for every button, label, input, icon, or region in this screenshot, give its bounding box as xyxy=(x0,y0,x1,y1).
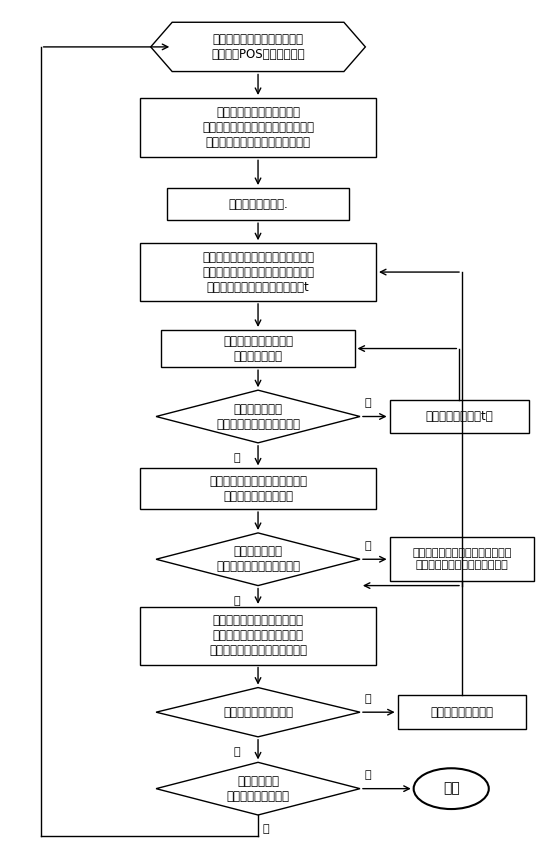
Bar xyxy=(167,188,349,220)
Text: 插入缺失集簇，直到集簇总体数目
等于乘客可上车的公交站点数目: 插入缺失集簇，直到集簇总体数目 等于乘客可上车的公交站点数目 xyxy=(413,549,511,570)
Text: 仍有未处理的调度信息: 仍有未处理的调度信息 xyxy=(223,706,293,719)
Bar xyxy=(162,329,354,368)
Text: 是: 是 xyxy=(364,541,371,551)
Bar xyxy=(140,468,376,509)
Text: 取出一组公交卡刷卡记录，
按照刷卡时间先后顺序，并提取与之
匹配的公交线路信息及调度信息。: 取出一组公交卡刷卡记录， 按照刷卡时间先后顺序，并提取与之 匹配的公交线路信息及… xyxy=(202,106,314,149)
Text: 是: 是 xyxy=(364,694,371,704)
Bar xyxy=(140,243,376,301)
Text: 对公交卡刷卡记录按照公交线
路代码及POS机号进行分组: 对公交卡刷卡记录按照公交线 路代码及POS机号进行分组 xyxy=(211,33,305,61)
Text: 在乘客刷卡记录信息的当前分组中，
提取与所考察的调度信息匹配的乘客
刷卡记录。初始化时间间隔参数t: 在乘客刷卡记录信息的当前分组中， 提取与所考察的调度信息匹配的乘客 刷卡记录。初… xyxy=(202,251,314,294)
Text: 从刷卡记录中发现时间
分布密集的集簇: 从刷卡记录中发现时间 分布密集的集簇 xyxy=(223,335,293,362)
Polygon shape xyxy=(156,390,360,443)
Text: 集簇的数目多于
乘客可上车的公交站点数目: 集簇的数目多于 乘客可上车的公交站点数目 xyxy=(216,402,300,431)
Text: 否: 否 xyxy=(233,596,240,606)
Text: 是: 是 xyxy=(263,824,269,833)
Text: 仍有未处理的
公交卡刷卡记录分组: 仍有未处理的 公交卡刷卡记录分组 xyxy=(226,774,290,803)
Text: 结束: 结束 xyxy=(443,782,459,796)
Text: 否: 否 xyxy=(233,453,240,463)
Bar xyxy=(397,695,527,729)
Text: 否: 否 xyxy=(233,747,240,757)
Text: 取得首条调度信息.: 取得首条调度信息. xyxy=(228,198,288,211)
Text: 集簇的数目少于
乘客可上车的公交站点数目: 集簇的数目少于 乘客可上车的公交站点数目 xyxy=(216,545,300,573)
Text: 取得下一条调度信息: 取得下一条调度信息 xyxy=(430,706,494,719)
Bar xyxy=(140,607,376,665)
Bar xyxy=(390,400,529,434)
Text: 将所发现的集簇与所考察公交线
路对应的站点按序匹配: 将所发现的集簇与所考察公交线 路对应的站点按序匹配 xyxy=(209,475,307,503)
Bar xyxy=(390,538,534,582)
Text: 是: 是 xyxy=(364,398,371,407)
Polygon shape xyxy=(156,688,360,737)
Polygon shape xyxy=(156,533,360,585)
Bar xyxy=(140,98,376,158)
Polygon shape xyxy=(151,23,366,72)
Text: 增加时间间隔参数t值: 增加时间间隔参数t值 xyxy=(425,410,493,423)
Ellipse shape xyxy=(414,768,489,809)
Text: 否: 否 xyxy=(364,770,371,780)
Polygon shape xyxy=(156,762,360,815)
Text: 依据集簇信息，确定公交车辆
在线路中各站点的停靠时间，
进而确定乘客的上车时间和位置: 依据集簇信息，确定公交车辆 在线路中各站点的停靠时间， 进而确定乘客的上车时间和… xyxy=(209,614,307,657)
